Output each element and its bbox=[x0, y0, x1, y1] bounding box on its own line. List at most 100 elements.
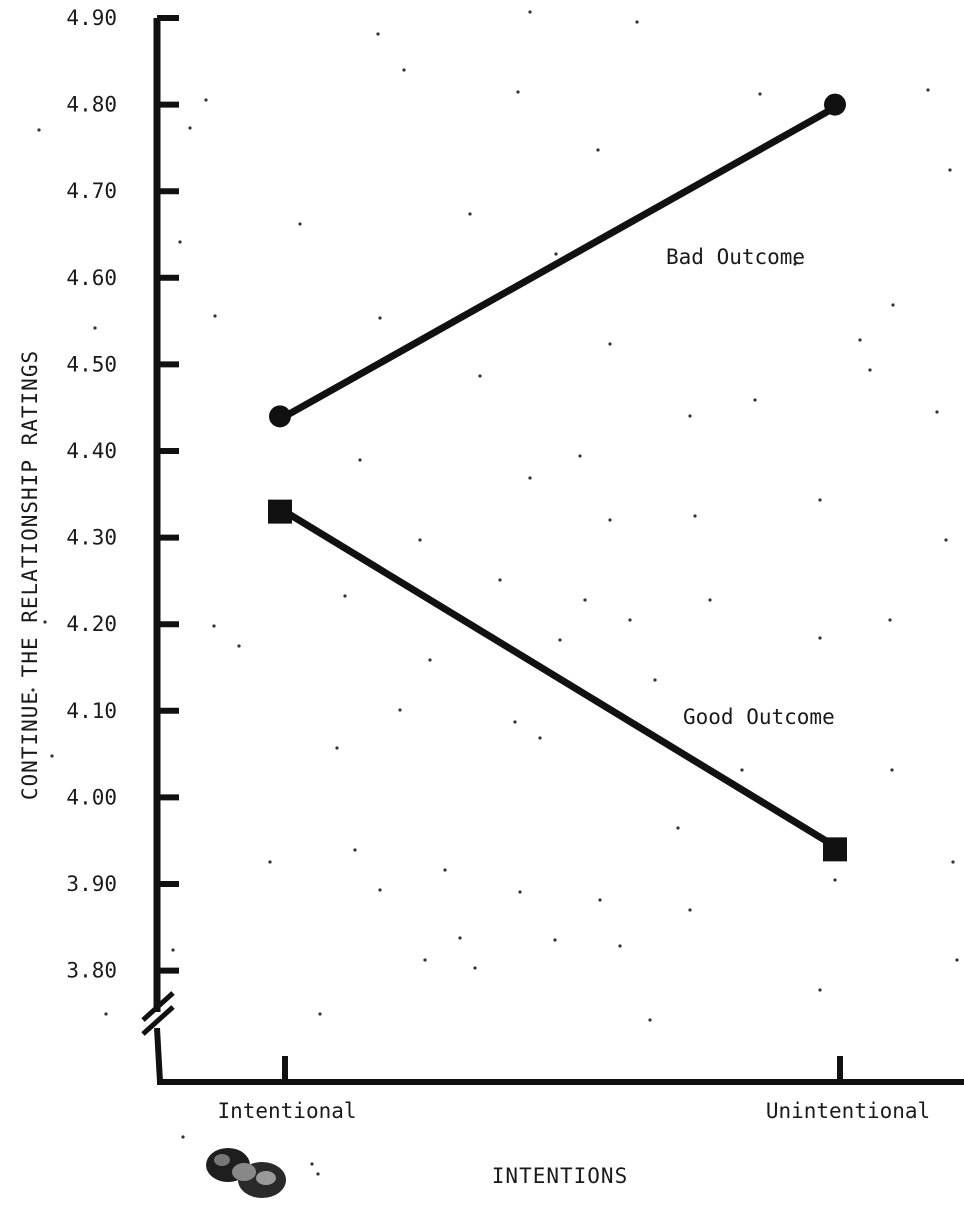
scan-speck bbox=[818, 498, 822, 502]
scan-speck bbox=[473, 966, 477, 970]
y-tick-label: 4.40 bbox=[66, 439, 117, 463]
scan-speck bbox=[104, 1012, 108, 1016]
scan-speck bbox=[316, 1172, 320, 1176]
scan-speck bbox=[608, 518, 612, 522]
scan-speck bbox=[653, 678, 657, 682]
x-tick-label: Intentional bbox=[217, 1099, 356, 1123]
scan-speck bbox=[378, 888, 382, 892]
scan-speck bbox=[423, 958, 427, 962]
series-label: Bad Outcome bbox=[666, 245, 805, 269]
scan-speck bbox=[43, 620, 47, 624]
data-point-square bbox=[268, 499, 292, 524]
series-line bbox=[281, 508, 844, 853]
series-line bbox=[281, 101, 844, 420]
scan-speck bbox=[818, 988, 822, 992]
scan-speck bbox=[528, 10, 532, 14]
scan-speck bbox=[888, 618, 892, 622]
scan-speck bbox=[553, 938, 557, 942]
scan-speck bbox=[513, 720, 517, 724]
scan-speck bbox=[335, 746, 339, 750]
scan-speck bbox=[955, 958, 959, 962]
scan-speck bbox=[676, 826, 680, 830]
scan-speck bbox=[618, 944, 622, 948]
data-point-square bbox=[823, 837, 847, 862]
scan-speck bbox=[758, 92, 762, 96]
scan-speck bbox=[740, 768, 744, 772]
scan-speck bbox=[178, 240, 182, 244]
scan-speck bbox=[188, 126, 192, 130]
scan-speck bbox=[598, 898, 602, 902]
scan-speck bbox=[268, 860, 272, 864]
scan-speck bbox=[951, 860, 955, 864]
y-tick-label: 4.20 bbox=[66, 612, 117, 636]
y-tick-label: 4.70 bbox=[66, 179, 117, 203]
scan-speck bbox=[378, 316, 382, 320]
series-label: Good Outcome bbox=[683, 705, 835, 729]
scan-speck bbox=[353, 848, 357, 852]
series-layer: Bad Outcome Good Outcome bbox=[268, 93, 847, 862]
scan-speck bbox=[204, 98, 208, 102]
y-tick-label: 4.80 bbox=[66, 93, 117, 117]
scan-speck bbox=[50, 754, 54, 758]
scan-speck bbox=[298, 222, 302, 226]
data-point-circle bbox=[269, 405, 291, 428]
scan-speck bbox=[310, 1162, 314, 1166]
y-tick-label: 3.80 bbox=[66, 959, 117, 983]
y-tick-label: 4.10 bbox=[66, 699, 117, 723]
scan-speck bbox=[628, 618, 632, 622]
scan-speck bbox=[891, 303, 895, 307]
y-tick-label: 4.50 bbox=[66, 352, 117, 376]
scan-speck bbox=[793, 262, 797, 266]
scan-speck bbox=[648, 1018, 652, 1022]
y-tick-label: 4.00 bbox=[66, 785, 117, 809]
ink-blot bbox=[206, 1148, 286, 1198]
y-axis-title: CONTINUE THE RELATIONSHIP RATINGS bbox=[18, 350, 42, 800]
scan-speck bbox=[596, 148, 600, 152]
scan-speck bbox=[693, 514, 697, 518]
scan-speck bbox=[935, 410, 939, 414]
scan-speck bbox=[458, 936, 462, 940]
scan-specks bbox=[31, 10, 959, 1176]
scan-speck bbox=[213, 314, 217, 318]
scan-speck bbox=[212, 624, 216, 628]
scan-speck bbox=[93, 326, 97, 330]
scan-speck bbox=[608, 342, 612, 346]
scan-speck bbox=[518, 890, 522, 894]
scan-speck bbox=[868, 368, 872, 372]
series-good-outcome: Good Outcome bbox=[268, 499, 847, 862]
scan-speck bbox=[858, 338, 862, 342]
scan-speck bbox=[358, 458, 362, 462]
y-ticks bbox=[157, 15, 179, 974]
scan-speck bbox=[635, 20, 639, 24]
y-tick-label: 4.30 bbox=[66, 526, 117, 550]
scan-speck bbox=[528, 476, 532, 480]
x-axis-title: INTENTIONS bbox=[492, 1164, 628, 1188]
y-axis-lower-segment bbox=[154, 1027, 163, 1083]
scan-speck bbox=[688, 414, 692, 418]
scan-speck bbox=[31, 688, 35, 692]
scan-speck bbox=[443, 868, 447, 872]
scan-speck bbox=[948, 168, 952, 172]
scan-speck bbox=[583, 598, 587, 602]
scan-speck bbox=[468, 212, 472, 216]
x-ticks bbox=[282, 1056, 843, 1082]
scan-speck bbox=[833, 878, 837, 882]
axis-break-mark bbox=[141, 991, 175, 1036]
scan-speck bbox=[343, 594, 347, 598]
scan-speck bbox=[398, 708, 402, 712]
scan-speck bbox=[402, 68, 406, 72]
y-tick-label: 4.60 bbox=[66, 266, 117, 290]
x-tick-labels: Intentional Unintentional bbox=[217, 1099, 930, 1123]
scan-speck bbox=[428, 658, 432, 662]
scan-speck bbox=[554, 252, 558, 256]
scan-speck bbox=[418, 538, 422, 542]
scan-speck bbox=[688, 908, 692, 912]
y-tick-labels: 4.90 4.80 4.70 4.60 4.50 4.40 4.30 4.20 4.10 4.00… bbox=[66, 6, 117, 983]
scan-speck bbox=[578, 454, 582, 458]
scan-speck bbox=[37, 128, 41, 132]
data-point-circle bbox=[824, 93, 846, 116]
scan-speck bbox=[237, 644, 241, 648]
series-bad-outcome: Bad Outcome bbox=[269, 93, 846, 428]
x-tick-label: Unintentional bbox=[766, 1099, 930, 1123]
